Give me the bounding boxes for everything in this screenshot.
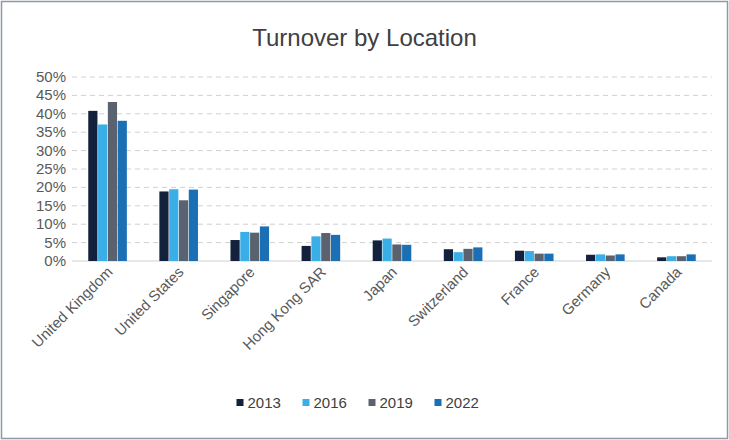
y-tick-label: 50% (36, 68, 66, 85)
bar (108, 102, 117, 261)
bar (373, 240, 382, 261)
bar (118, 121, 127, 261)
bar (321, 233, 330, 261)
x-tick-label: Switzerland (404, 263, 471, 330)
legend-label: 2022 (446, 394, 479, 411)
y-tick-label: 35% (36, 123, 66, 140)
bar (159, 191, 168, 261)
legend-label: 2019 (380, 394, 413, 411)
title: Turnover by Location (252, 24, 477, 51)
y-tick-label: 15% (36, 197, 66, 214)
x-tick-label: France (497, 263, 542, 308)
grid-line (72, 187, 712, 188)
legend: 2013 2016 2019 2022 (237, 394, 479, 411)
y-tick-label: 45% (36, 86, 66, 103)
bar (88, 111, 97, 261)
bar (98, 124, 107, 261)
bar (302, 246, 311, 261)
grid-line (72, 77, 712, 78)
bar (586, 255, 595, 261)
bar (230, 240, 239, 261)
grid-line (72, 169, 712, 170)
chart: Turnover by Location 0%5% 10%15% 20%25%30% 3… (0, 0, 729, 440)
bar (687, 254, 696, 261)
legend-swatch (237, 399, 244, 406)
bar (331, 235, 340, 261)
bar (454, 252, 463, 261)
bar (515, 251, 524, 261)
x-tick-label: Hong Kong SAR (239, 263, 329, 353)
x-tick-label: Singapore (198, 263, 258, 323)
y-tick-label: 20% (36, 178, 66, 195)
legend-label: 2013 (248, 394, 281, 411)
y-tick-label: 5% (44, 234, 66, 251)
legend-swatch (435, 399, 442, 406)
bar (596, 254, 605, 261)
y-tick-label: 40% (36, 105, 66, 122)
bar (606, 255, 615, 261)
bar (189, 190, 198, 261)
bar (463, 249, 472, 261)
y-tick-label: 0% (44, 252, 66, 269)
bar (677, 256, 686, 261)
bar (657, 257, 666, 261)
bars (88, 102, 695, 261)
x-tick-label: United Kingdom (28, 263, 115, 350)
grid-line (72, 95, 712, 96)
bar (179, 200, 188, 261)
legend-label: 2016 (314, 394, 347, 411)
bar (525, 251, 534, 261)
legend-swatch (369, 399, 376, 406)
bar (383, 239, 392, 261)
grid-line (72, 150, 712, 151)
bar (260, 226, 269, 261)
y-tick-label: 10% (36, 215, 66, 232)
bar (473, 247, 482, 261)
grid-line (72, 113, 712, 114)
bar (615, 254, 624, 261)
x-tick-label: Canada (635, 263, 685, 313)
frame (2, 2, 728, 439)
bar (240, 232, 249, 261)
bar (392, 244, 401, 261)
bar (444, 249, 453, 261)
bar (544, 254, 553, 261)
bar (169, 189, 178, 261)
bar (667, 256, 676, 261)
x-tick-label: Japan (359, 263, 400, 304)
x-tick-label: Germany (558, 263, 614, 319)
bar (311, 236, 320, 261)
legend-swatch (303, 399, 310, 406)
bar (535, 254, 544, 261)
x-tick-label: United States (111, 263, 187, 339)
grid-line (72, 132, 712, 133)
bar (250, 233, 259, 261)
y-tick-label: 25% (36, 160, 66, 177)
y-tick-label: 30% (36, 142, 66, 159)
bar (402, 245, 411, 261)
